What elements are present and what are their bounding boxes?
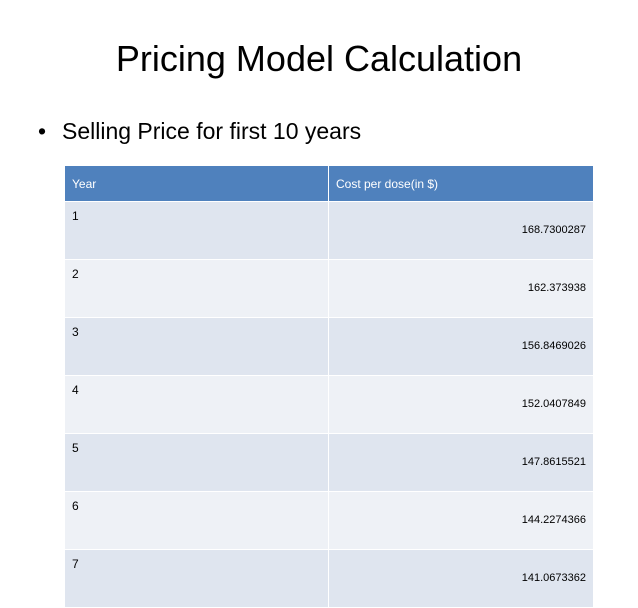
cost-cell: 144.2274366 [328,491,594,550]
pricing-table: Year Cost per dose(in $) 1 168.7300287 2 162… [64,165,594,608]
column-header: Cost per dose(in $) [328,165,594,202]
table-row: 7 141.0673362 [64,549,594,608]
cost-cell: 152.0407849 [328,375,594,434]
year-cell: 2 [64,259,329,318]
table-row: 1 168.7300287 [64,201,594,260]
table-row: 2 162.373938 [64,259,594,318]
year-cell: 6 [64,491,329,550]
table-row: 3 156.8469026 [64,317,594,376]
year-cell: 7 [64,549,329,608]
cost-cell: 156.8469026 [328,317,594,376]
table-row: 5 147.8615521 [64,433,594,492]
header-row: Year Cost per dose(in $) [64,165,594,202]
cost-cell: 141.0673362 [328,549,594,608]
bullet-text: Selling Price for first 10 years [62,118,362,144]
table-row: 6 144.2274366 [64,491,594,550]
cost-cell: 168.7300287 [328,201,594,260]
column-header: Year [64,165,329,202]
year-cell: 3 [64,317,329,376]
bullet: • Selling Price for first 10 years [38,118,361,145]
year-cell: 5 [64,433,329,492]
table-body: 1 168.7300287 2 162.373938 3 156.8469026 4 152.… [64,201,594,608]
table-row: 4 152.0407849 [64,375,594,434]
year-cell: 1 [64,201,329,260]
cost-cell: 162.373938 [328,259,594,318]
year-cell: 4 [64,375,329,434]
slide: Pricing Model Calculation • Selling Price… [38,38,594,608]
bullet-dot: • [38,118,47,144]
cost-cell: 147.8615521 [328,433,594,492]
slide-title: Pricing Model Calculation [115,38,523,79]
